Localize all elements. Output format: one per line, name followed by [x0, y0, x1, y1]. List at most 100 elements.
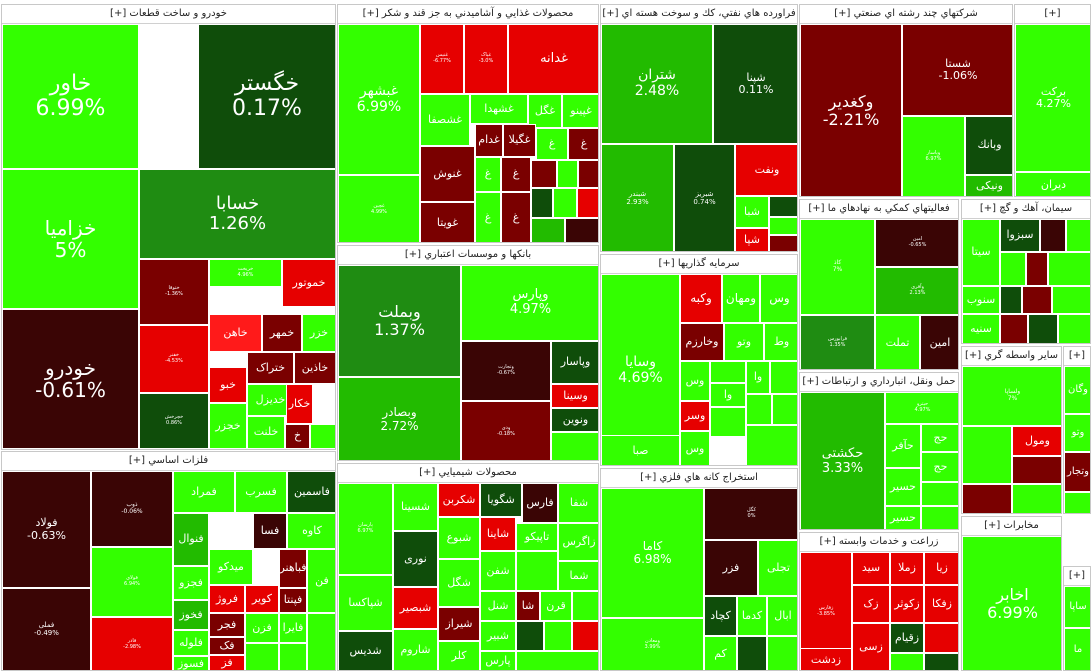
stock-tile[interactable] — [1066, 219, 1090, 252]
stock-tile[interactable]: حسیر — [885, 468, 921, 506]
stock-tile[interactable]: کگل 0% — [704, 488, 797, 540]
stock-tile[interactable]: شکربن — [438, 483, 480, 517]
stock-tile[interactable]: وكبه — [680, 274, 722, 323]
stock-tile[interactable]: زیا — [924, 552, 958, 585]
stock-tile[interactable]: فمراد — [173, 471, 235, 513]
stock-tile[interactable]: زکوثر — [890, 585, 924, 623]
sector-header[interactable]: محصولات غذايي و آشاميدني به جز قند و شكر… — [338, 5, 598, 24]
stock-tile[interactable]: غ — [568, 128, 598, 160]
sector-header[interactable]: [+] — [1064, 347, 1090, 366]
stock-tile[interactable]: تاپیکو — [516, 523, 558, 551]
stock-tile[interactable]: ونفت — [735, 144, 797, 196]
stock-tile[interactable]: شدیس — [338, 631, 393, 670]
stock-tile[interactable]: ونیكی — [965, 175, 1012, 196]
stock-tile[interactable] — [1058, 314, 1090, 343]
stock-tile[interactable]: وس — [680, 361, 710, 401]
stock-tile[interactable]: سید — [852, 552, 890, 585]
stock-tile[interactable]: خاهن — [209, 314, 262, 352]
stock-tile[interactable] — [245, 643, 279, 670]
sector-header[interactable]: فراورده هاي نفتي، كك و سوخت هسته اي [+] — [601, 5, 797, 24]
stock-tile[interactable]: وس — [760, 274, 797, 323]
stock-tile[interactable]: غ — [501, 192, 531, 242]
stock-tile[interactable] — [557, 160, 578, 188]
sector-header[interactable]: [+] — [1064, 567, 1090, 586]
stock-tile[interactable]: وبملت 1.37% — [338, 265, 461, 377]
stock-tile[interactable]: فجزو — [173, 566, 209, 600]
stock-tile[interactable]: غگل — [528, 94, 562, 128]
stock-tile[interactable]: ونوین — [551, 408, 598, 432]
stock-tile[interactable]: حپترو 4.97% — [885, 392, 958, 424]
sector-header[interactable]: حمل ونقل، انبارداري و ارتباطات [+] — [800, 373, 958, 392]
stock-tile[interactable]: فرابورس 1.35% — [800, 315, 875, 369]
stock-tile[interactable] — [962, 426, 1012, 484]
stock-tile[interactable]: فایرا — [279, 613, 307, 643]
stock-tile[interactable]: خجزر — [209, 403, 247, 449]
stock-tile[interactable] — [516, 551, 558, 591]
stock-tile[interactable]: غپینو — [562, 94, 598, 128]
stock-tile[interactable]: وط — [764, 323, 797, 361]
stock-tile[interactable]: ابال — [767, 596, 797, 636]
stock-tile[interactable]: پارس — [480, 651, 516, 670]
stock-tile[interactable]: برکت 4.27% — [1015, 24, 1090, 172]
stock-tile[interactable]: کاوه — [287, 513, 335, 549]
stock-tile[interactable]: فملی -0.49% — [2, 588, 91, 670]
stock-tile[interactable]: پارسان 6.97% — [338, 483, 393, 575]
stock-tile[interactable]: شاروم — [393, 629, 438, 670]
stock-tile[interactable]: ختراک — [247, 352, 294, 384]
stock-tile[interactable]: خ — [285, 424, 310, 449]
stock-tile[interactable]: فسا — [253, 513, 287, 549]
sector-header[interactable]: فعاليتهاي كمكي به نهادهاي ما [+] — [800, 200, 958, 219]
stock-tile[interactable]: غشصفا — [420, 94, 470, 146]
stock-tile[interactable]: زسی — [852, 623, 890, 670]
stock-tile[interactable] — [767, 636, 797, 670]
stock-tile[interactable]: کاما 6.98% — [601, 488, 704, 618]
stock-tile[interactable]: شیراز — [438, 607, 480, 641]
sector-header[interactable]: بانكها و موسسات اعتباري [+] — [338, 246, 598, 265]
stock-tile[interactable] — [710, 407, 746, 437]
stock-tile[interactable]: غویتا — [420, 202, 475, 242]
stock-tile[interactable]: خگستر 0.17% — [198, 24, 335, 169]
stock-tile[interactable]: غ — [475, 157, 501, 192]
stock-tile[interactable] — [890, 653, 924, 670]
stock-tile[interactable] — [772, 394, 797, 425]
stock-tile[interactable]: فپنتا — [279, 588, 307, 613]
stock-tile[interactable]: غنوش — [420, 146, 475, 202]
stock-tile[interactable]: خزامیا 5% — [2, 169, 139, 309]
stock-tile[interactable]: فولای 6.94% — [91, 547, 173, 617]
stock-tile[interactable] — [551, 432, 598, 460]
stock-tile[interactable] — [578, 160, 598, 188]
stock-tile[interactable] — [769, 196, 797, 217]
stock-tile[interactable]: شفا — [558, 483, 598, 523]
stock-tile[interactable]: سنیه — [962, 314, 1000, 343]
stock-tile[interactable]: ولساپا 7% — [962, 366, 1061, 426]
stock-tile[interactable]: ودی -0.18% — [461, 401, 551, 460]
stock-tile[interactable]: شتران 2.48% — [601, 24, 713, 144]
stock-tile[interactable]: حج — [921, 452, 958, 482]
stock-tile[interactable] — [531, 160, 557, 188]
stock-tile[interactable] — [1064, 492, 1090, 513]
stock-tile[interactable]: خمهر — [262, 314, 302, 352]
stock-tile[interactable]: ختوقا -1.36% — [139, 259, 209, 325]
stock-tile[interactable]: وا — [746, 361, 770, 394]
stock-tile[interactable]: غ — [501, 157, 531, 192]
stock-tile[interactable]: ما — [1064, 628, 1090, 670]
stock-tile[interactable] — [924, 623, 958, 653]
stock-tile[interactable]: سیتا — [962, 219, 1000, 286]
stock-tile[interactable]: صبا — [601, 435, 680, 465]
stock-tile[interactable] — [924, 653, 958, 670]
stock-tile[interactable] — [769, 217, 797, 235]
stock-tile[interactable]: سنوب — [962, 286, 1000, 314]
stock-tile[interactable] — [710, 361, 746, 383]
stock-tile[interactable]: وبانك — [965, 116, 1012, 175]
stock-tile[interactable] — [1040, 219, 1066, 252]
stock-tile[interactable]: شگل — [438, 559, 480, 607]
stock-tile[interactable]: شبوع — [438, 517, 480, 559]
stock-tile[interactable] — [1028, 314, 1058, 343]
stock-tile[interactable]: زقیام — [890, 623, 924, 653]
stock-tile[interactable]: شبندر 2.93% — [601, 144, 674, 251]
stock-tile[interactable]: غدام — [475, 124, 503, 157]
stock-tile[interactable]: شبا — [735, 196, 769, 228]
stock-tile[interactable]: شنل — [480, 591, 516, 621]
stock-tile[interactable]: فولاد -0.63% — [2, 471, 91, 588]
stock-tile[interactable] — [572, 591, 598, 621]
